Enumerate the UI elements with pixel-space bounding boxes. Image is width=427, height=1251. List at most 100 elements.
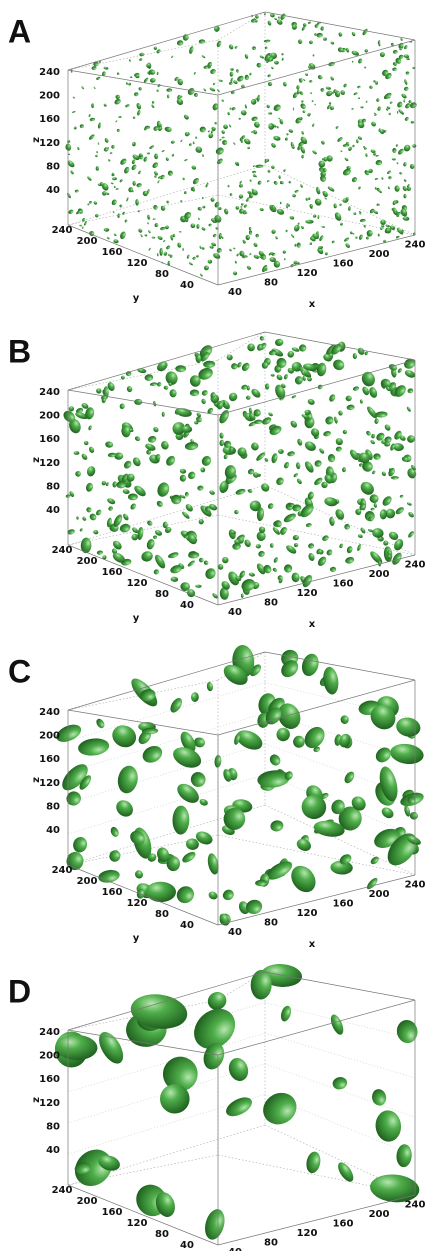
isosurface-blob xyxy=(229,44,234,50)
isosurface-blob xyxy=(264,158,268,163)
isosurface-blob xyxy=(198,367,213,380)
isosurface-blob xyxy=(284,564,293,573)
isosurface-blob xyxy=(219,138,222,141)
y-tick-label: 240 xyxy=(52,225,73,236)
isosurface-blob xyxy=(376,203,380,207)
isosurface-blob xyxy=(330,76,334,81)
isosurface-blob xyxy=(288,503,295,508)
box-edge xyxy=(67,389,219,416)
isosurface-blob xyxy=(221,99,224,102)
isosurface-blob xyxy=(357,347,365,355)
isosurface-blob xyxy=(259,336,265,341)
isosurface-blob xyxy=(227,184,230,188)
isosurface-blob xyxy=(344,771,355,784)
isosurface-blob xyxy=(358,97,360,100)
isosurface-blob xyxy=(266,104,270,109)
isosurface-blob xyxy=(229,71,234,77)
isosurface-blob xyxy=(218,232,222,240)
isosurface-blob xyxy=(241,362,250,371)
isosurface-blob xyxy=(73,451,80,455)
isosurface-blob xyxy=(249,500,261,512)
isosurface-blob xyxy=(148,230,151,234)
isosurface-blob xyxy=(154,175,157,178)
isosurface-blob xyxy=(179,494,186,499)
isosurface-blob xyxy=(120,231,126,240)
isosurface-blob xyxy=(223,440,232,448)
isosurface-blob xyxy=(273,104,281,111)
isosurface-blob xyxy=(291,395,297,399)
isosurface-blob xyxy=(139,153,143,157)
isosurface-blob xyxy=(153,205,158,210)
isosurface-blob xyxy=(102,191,107,196)
isosurface-blob xyxy=(387,554,392,559)
isosurface-blob xyxy=(112,552,125,563)
isosurface-blob xyxy=(79,528,83,532)
isosurface-blob xyxy=(110,826,119,837)
isosurface-blob xyxy=(370,507,375,511)
z-tick-label: 80 xyxy=(46,161,60,172)
z-tick-label: 240 xyxy=(39,67,60,78)
isosurface-blob xyxy=(249,664,262,677)
isosurface-blob xyxy=(194,420,199,425)
isosurface-blob xyxy=(392,148,397,153)
isosurface-blob xyxy=(378,41,381,47)
isosurface-blob xyxy=(166,88,173,93)
isosurface-blob xyxy=(287,367,294,374)
isosurface-blob xyxy=(346,404,355,411)
isosurface-blob xyxy=(192,177,199,185)
z-tick-label: 40 xyxy=(46,185,60,196)
isosurface-blob xyxy=(231,107,236,111)
isosurface-blob xyxy=(130,994,188,1029)
isosurface-blob xyxy=(84,221,87,226)
isosurface-blob xyxy=(201,398,206,405)
isosurface-blob xyxy=(251,388,261,398)
isosurface-blob xyxy=(302,110,306,114)
isosurface-blob xyxy=(143,77,149,83)
isosurface-blob xyxy=(380,219,386,226)
isosurface-blob xyxy=(312,123,315,127)
isosurface-blob xyxy=(357,544,362,551)
isosurface-blob xyxy=(132,141,136,147)
isosurface-blob xyxy=(153,400,157,407)
isosurface-blob xyxy=(170,576,179,582)
x-axis-label: x xyxy=(309,619,316,630)
isosurface-blob xyxy=(256,62,262,68)
isosurface-blob xyxy=(159,247,163,256)
isosurface-blob xyxy=(334,416,338,424)
isosurface-blob xyxy=(162,1056,198,1092)
isosurface-blob xyxy=(111,145,115,149)
box-edge xyxy=(67,971,266,1031)
isosurface-blob xyxy=(373,80,376,83)
isosurface-blob xyxy=(403,179,407,182)
box-edge xyxy=(67,651,266,711)
isosurface-blob xyxy=(212,103,219,111)
isosurface-blob xyxy=(324,252,328,256)
isosurface-blob xyxy=(249,72,252,76)
isosurface-blob xyxy=(244,74,249,80)
isosurface-blob xyxy=(388,531,399,541)
isosurface-blob xyxy=(357,85,361,89)
isosurface-blob xyxy=(212,593,218,599)
isosurface-blob xyxy=(229,124,232,128)
isosurface-blob xyxy=(268,123,275,130)
isosurface-blob xyxy=(198,519,204,525)
z-tick-label: 120 xyxy=(39,1098,60,1109)
isosurface-blob xyxy=(153,535,158,540)
isosurface-blob xyxy=(103,103,107,107)
isosurface-blob xyxy=(351,108,354,110)
isosurface-blob xyxy=(351,232,355,235)
isosurface-blob xyxy=(148,435,157,443)
isosurface-blob xyxy=(253,419,263,424)
isosurface-blob xyxy=(216,401,224,410)
isosurface-blob xyxy=(147,520,153,526)
isosurface-blob xyxy=(276,374,283,381)
isosurface-blob xyxy=(389,101,393,104)
isosurface-blob xyxy=(247,489,253,493)
isosurface-blob xyxy=(164,527,172,533)
isosurface-blob xyxy=(391,158,396,161)
isosurface-blob xyxy=(227,112,230,116)
isosurface-blob xyxy=(89,200,93,204)
isosurface-blob xyxy=(335,126,339,129)
y-tick-label: 200 xyxy=(77,236,98,247)
isosurface-blob xyxy=(222,139,228,146)
